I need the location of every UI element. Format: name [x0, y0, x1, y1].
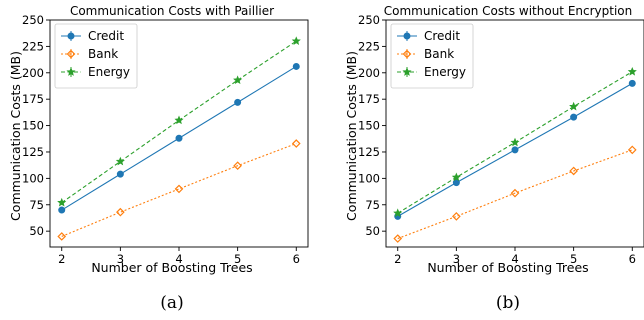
data-point-energy [233, 75, 243, 85]
plot-layer: 2 3 4 5 6 50 75 100 125 150 175 200 225 250 Credit Bank… [22, 13, 309, 266]
x-axis-label: Number of Boosting Trees [91, 260, 252, 275]
legend-marker-energy [66, 67, 76, 76]
x-tick-label: 4 [511, 252, 518, 266]
data-point-credit [175, 134, 183, 142]
data-point-bank [233, 161, 242, 171]
series-bank [393, 145, 637, 243]
legend-label-energy: Energy [424, 65, 466, 79]
x-tick-label: 2 [58, 252, 65, 266]
legend-marker-energy [402, 67, 412, 76]
x-tick-label: 6 [293, 252, 300, 266]
series-line-bank [61, 143, 297, 237]
data-point-bank [116, 207, 125, 217]
caption: (b) [496, 293, 520, 313]
data-point-energy [174, 115, 184, 125]
x-tick-label: 5 [570, 252, 577, 266]
legend-marker-credit [67, 32, 75, 40]
data-point-energy [510, 137, 520, 147]
legend-label-bank: Bank [424, 47, 454, 61]
y-tick-label: 75 [29, 198, 44, 212]
y-tick-label: 225 [358, 39, 380, 53]
chart-panel-a: Communication Costs with Paillier 2 3 4 5 6 5… [8, 4, 309, 313]
data-point-credit [570, 113, 578, 121]
data-point-credit [452, 179, 460, 187]
data-point-credit [58, 206, 66, 214]
legend-marker-bank [402, 49, 412, 59]
data-point-bank [569, 166, 578, 176]
data-point-energy [291, 36, 301, 45]
data-point-credit [116, 170, 124, 178]
y-tick-label: 175 [22, 92, 44, 106]
series-credit [394, 79, 636, 220]
chart-panel-b: Communication Costs without Encryption 2… [344, 4, 644, 313]
legend-label-credit: Credit [424, 29, 460, 43]
y-tick-label: 200 [358, 66, 380, 80]
y-tick-label: 50 [29, 224, 44, 238]
data-point-credit [628, 79, 636, 87]
data-point-energy [627, 66, 637, 76]
series-bank [57, 139, 301, 241]
data-point-bank [452, 212, 461, 221]
y-tick-label: 250 [22, 13, 44, 27]
y-tick-label: 150 [358, 119, 380, 133]
series-credit [58, 62, 300, 214]
data-point-energy [569, 101, 579, 111]
legend-label-energy: Energy [88, 65, 130, 79]
y-tick-label: 75 [365, 198, 380, 212]
x-tick-label: 6 [629, 252, 636, 266]
x-tick-label: 2 [394, 252, 401, 266]
data-point-bank [510, 188, 520, 198]
legend-marker-credit [403, 32, 411, 40]
data-point-energy [57, 197, 67, 207]
legend-label-bank: Bank [88, 47, 118, 61]
data-point-bank [174, 184, 184, 194]
x-tick-label: 4 [175, 252, 182, 266]
caption: (a) [160, 293, 183, 313]
y-tick-label: 125 [22, 145, 44, 159]
x-axis-label: Number of Boosting Trees [427, 260, 588, 275]
chart-title: Communication Costs with Paillier [70, 4, 274, 18]
series-energy [393, 66, 637, 218]
legend: Credit Bank Energy [390, 23, 474, 89]
data-point-credit [234, 98, 242, 106]
legend: Credit Bank Energy [54, 23, 138, 89]
y-axis-label: Communication Costs (MB) [8, 51, 23, 221]
x-tick-label: 5 [234, 252, 241, 266]
series-energy [57, 36, 301, 207]
plot-layer: 2 3 4 5 6 50 75 100 125 150 175 200 225 250 Credit Bank… [358, 13, 644, 266]
data-point-energy [393, 208, 403, 218]
data-point-bank [57, 232, 67, 241]
y-tick-label: 100 [22, 171, 44, 185]
data-point-energy [115, 156, 125, 166]
legend-marker-bank [66, 49, 76, 59]
x-tick-label: 3 [453, 252, 460, 266]
data-point-bank [291, 139, 301, 148]
data-point-bank [393, 234, 403, 243]
data-point-energy [451, 172, 461, 182]
chart-title: Communication Costs without Encryption [384, 4, 633, 18]
y-tick-label: 100 [358, 171, 380, 185]
y-axis-label: Communication Costs (MB) [344, 51, 359, 221]
y-tick-label: 150 [22, 119, 44, 133]
y-tick-label: 250 [358, 13, 380, 27]
y-tick-label: 125 [358, 145, 380, 159]
data-point-bank [627, 145, 637, 155]
y-tick-label: 175 [358, 92, 380, 106]
y-tick-label: 225 [22, 39, 44, 53]
x-tick-label: 3 [117, 252, 124, 266]
data-point-credit [292, 62, 300, 70]
data-point-credit [511, 146, 519, 154]
legend-label-credit: Credit [88, 29, 124, 43]
series-line-bank [397, 149, 633, 240]
y-tick-label: 200 [22, 66, 44, 80]
y-tick-label: 50 [365, 224, 380, 238]
